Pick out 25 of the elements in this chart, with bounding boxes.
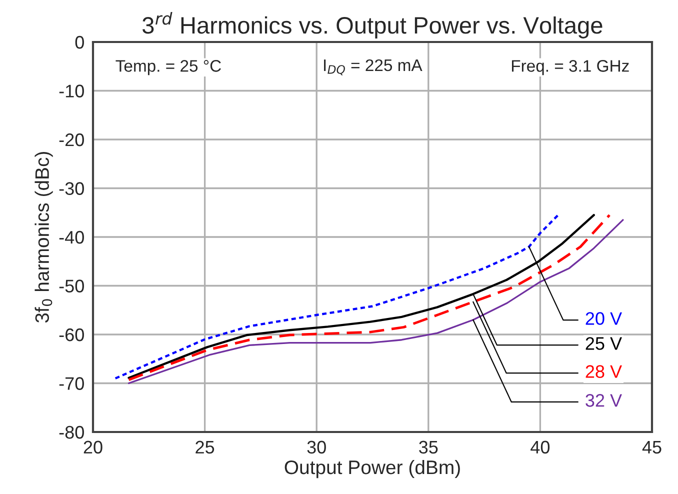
y-tick-label: -70 (59, 377, 84, 390)
chart-title: 3$^{rd}$ Harmonics vs. Output Power vs. Voltage (142, 12, 602, 38)
y-tick-label: -80 (59, 426, 84, 439)
x-tick-label: 30 (307, 440, 326, 454)
y-tick-label: -30 (59, 182, 84, 195)
y-tick-label: -50 (59, 280, 84, 292)
y-tick-label: 0 (75, 36, 84, 49)
x-tick-label: 40 (530, 440, 550, 454)
y-tick-label: -20 (59, 133, 84, 146)
annotation: Temp. = 25 °C (116, 60, 221, 76)
y-tick-label: -10 (59, 84, 84, 98)
x-tick-label: 45 (642, 440, 662, 454)
x-axis-title: Output Power (dBm) (284, 460, 460, 478)
y-tick-label: -40 (59, 230, 84, 244)
x-tick-label: 20 (84, 440, 102, 454)
annotation: Freq. = 3.1 GHz (512, 60, 629, 76)
text: 28 V (586, 365, 622, 378)
annotation: I$_{DQ}$ = 225 mA (324, 59, 422, 76)
text: 25 V (586, 337, 622, 350)
y-tick-label: -60 (59, 328, 84, 342)
x-tick-label: 25 (196, 440, 214, 454)
y-axis-title: 3f$_{0}$ harmonics (dBc) (34, 152, 53, 323)
text: 20 V (586, 312, 622, 325)
x-tick-label: 35 (419, 440, 438, 454)
text: 32 V (586, 394, 622, 407)
